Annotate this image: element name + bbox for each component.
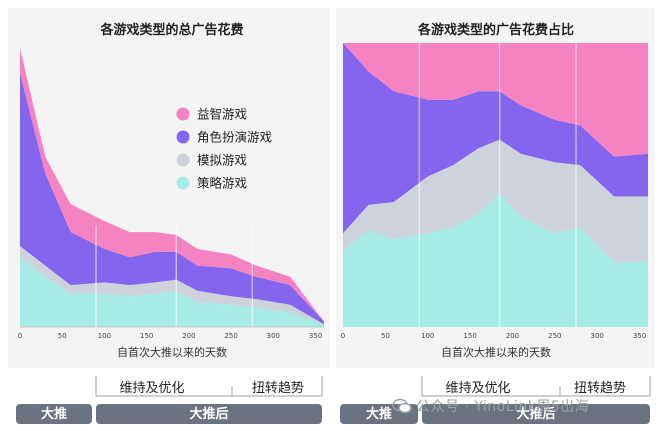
right-big-push-label: 大推	[366, 406, 392, 422]
x-tick-label: 250	[224, 332, 237, 340]
left-big-push-bar	[16, 404, 92, 424]
x-tick-label: 200	[182, 332, 195, 340]
x-tick-label: 50	[58, 332, 67, 340]
x-tick-label: 50	[381, 332, 390, 340]
left-maintain-label: 维持及优化	[119, 381, 184, 396]
left-big-push-label: 大推	[41, 406, 67, 422]
legend-label-rpg: 角色扮演游戏	[197, 130, 272, 145]
left-chart-title: 各游戏类型的总广告花费	[99, 22, 243, 38]
left-phase-gridlines	[95, 225, 253, 327]
watermark-text: 公众号 · YinoLink周5出海	[416, 399, 590, 415]
left-chart-panel: 各游戏类型的总广告花费 0 50 100 150 200 250 300 350 自首次大推以…	[8, 8, 330, 368]
x-tick-label: 150	[140, 332, 153, 340]
x-tick-label: 300	[591, 332, 604, 340]
left-x-axis-label: 自首次大推以来的天数	[117, 345, 227, 359]
wechat-icon	[392, 398, 412, 414]
legend-label-simulation: 模拟游戏	[197, 153, 247, 168]
x-tick-label: 100	[98, 332, 111, 340]
watermark: 公众号 · YinoLink周5出海	[392, 396, 589, 416]
right-area-rpg	[343, 43, 648, 234]
x-tick-label: 100	[421, 332, 434, 340]
legend-label-strategy: 策略游戏	[197, 176, 247, 191]
right-after-push-label: 大推后	[516, 406, 555, 422]
right-after-push-bar	[422, 404, 650, 424]
x-tick-label: 250	[548, 332, 561, 340]
x-tick-label: 200	[506, 332, 519, 340]
left-after-push-label: 大推后	[189, 406, 228, 422]
right-maintain-label: 维持及优化	[445, 381, 510, 396]
right-x-tick-labels: 0 50 100 150 200 250 300 350	[341, 332, 646, 340]
legend-swatch-strategy	[176, 176, 190, 190]
x-tick-label: 350	[309, 332, 322, 340]
left-turnaround-label: 扭转趋势	[252, 380, 304, 396]
phase-annotations: 维持及优化 扭转趋势 大推 大推后 维持及优化 扭转趋势 大推 大推后	[16, 376, 651, 424]
x-tick-label: 0	[341, 332, 345, 340]
x-tick-label: 350	[633, 332, 646, 340]
left-x-tick-labels: 0 50 100 150 200 250 300 350	[18, 332, 323, 340]
x-tick-label: 300	[267, 332, 280, 340]
right-chart-panel: 各游戏类型的广告花费占比 0 50 100 150 200 250 300 350 自首次大推…	[336, 8, 654, 368]
x-tick-label: 150	[463, 332, 476, 340]
legend-swatch-simulation	[176, 153, 190, 167]
legend-swatch-puzzle	[176, 107, 190, 121]
right-x-axis-label: 自首次大推以来的天数	[441, 345, 551, 359]
right-chart-title: 各游戏类型的广告花费占比	[417, 22, 574, 38]
left-after-push-bar	[96, 404, 322, 424]
legend-label-puzzle: 益智游戏	[197, 107, 247, 122]
right-after-push-bracket	[421, 376, 651, 397]
left-area-simulation	[20, 246, 324, 325]
right-turnaround-label: 扭转趋势	[574, 380, 626, 396]
left-after-push-bracket	[95, 376, 323, 397]
legend-swatch-rpg	[176, 130, 190, 144]
right-phase-gridlines	[418, 43, 577, 327]
right-area-layers	[343, 43, 648, 327]
x-tick-label: 0	[18, 332, 22, 340]
